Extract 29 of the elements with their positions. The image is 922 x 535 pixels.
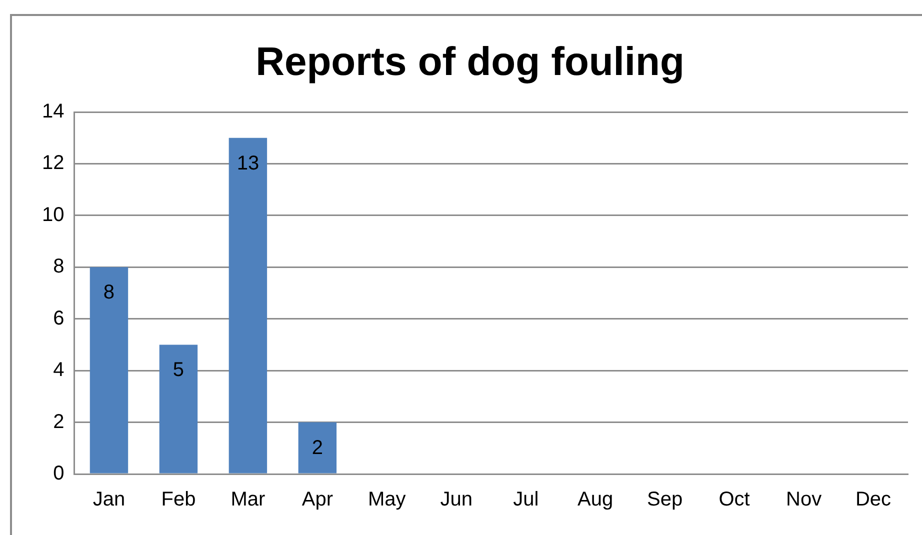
y-tick-label: 2 [53, 410, 64, 433]
x-tick-label: Jul [513, 488, 539, 511]
data-label: 2 [312, 436, 323, 459]
x-tick-label: Jun [440, 488, 473, 511]
y-tick-label: 8 [53, 256, 64, 278]
y-tick-label: 4 [53, 359, 64, 382]
x-tick-label: Sep [647, 488, 683, 511]
chart-title: Reports of dog fouling [256, 40, 684, 84]
x-tick-label: May [368, 488, 406, 511]
y-tick-label: 10 [42, 204, 64, 226]
x-tick-label: Feb [161, 488, 196, 511]
x-tick-label: Mar [230, 488, 266, 511]
bar [90, 267, 128, 474]
bar [298, 422, 337, 474]
x-tick-label: Jan [92, 488, 126, 511]
x-tick-label: Nov [786, 488, 822, 511]
x-tick-label: Dec [855, 488, 892, 511]
y-tick-label: 6 [53, 307, 64, 330]
data-label: 13 [236, 152, 260, 174]
y-tick-label: 0 [53, 462, 64, 485]
y-tick-label: 14 [42, 100, 64, 123]
bar [228, 138, 268, 474]
x-tick-label: Apr [302, 488, 334, 511]
y-tick-label: 12 [42, 152, 64, 174]
data-label: 8 [103, 282, 115, 304]
x-tick-label: Aug [578, 488, 614, 511]
data-label: 5 [172, 359, 184, 382]
x-tick-label: Oct [718, 488, 750, 511]
bar [159, 344, 198, 474]
